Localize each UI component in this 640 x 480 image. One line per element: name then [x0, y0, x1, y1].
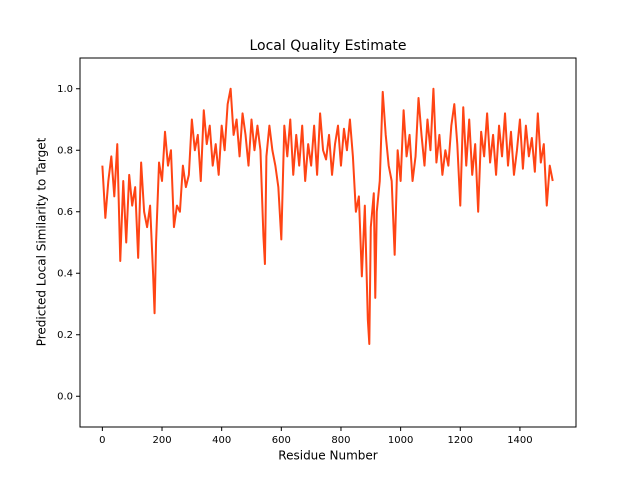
x-tick-label: 1000: [388, 435, 413, 446]
x-tick-label: 1200: [448, 435, 473, 446]
y-tick-label: 1.0: [57, 84, 73, 95]
y-tick-label: 0.4: [57, 268, 73, 279]
y-axis-label: Predicted Local Similarity to Target: [35, 137, 49, 346]
data-line: [101, 87, 554, 345]
x-tick-label: 600: [272, 435, 291, 446]
x-tick-label: 1400: [507, 435, 532, 446]
chart-title: Local Quality Estimate: [249, 38, 406, 54]
y-tick-label: 0.0: [57, 391, 73, 402]
x-axis-label: Residue Number: [278, 449, 377, 463]
y-tick-label: 0.2: [57, 330, 73, 341]
x-tick-label: 200: [152, 435, 171, 446]
x-tick-label: 800: [331, 435, 350, 446]
y-tick-label: 0.8: [57, 145, 73, 156]
y-tick-label: 0.6: [57, 207, 73, 218]
x-tick-label: 400: [212, 435, 231, 446]
plot-frame: [79, 57, 577, 428]
x-tick-label: 0: [99, 435, 105, 446]
